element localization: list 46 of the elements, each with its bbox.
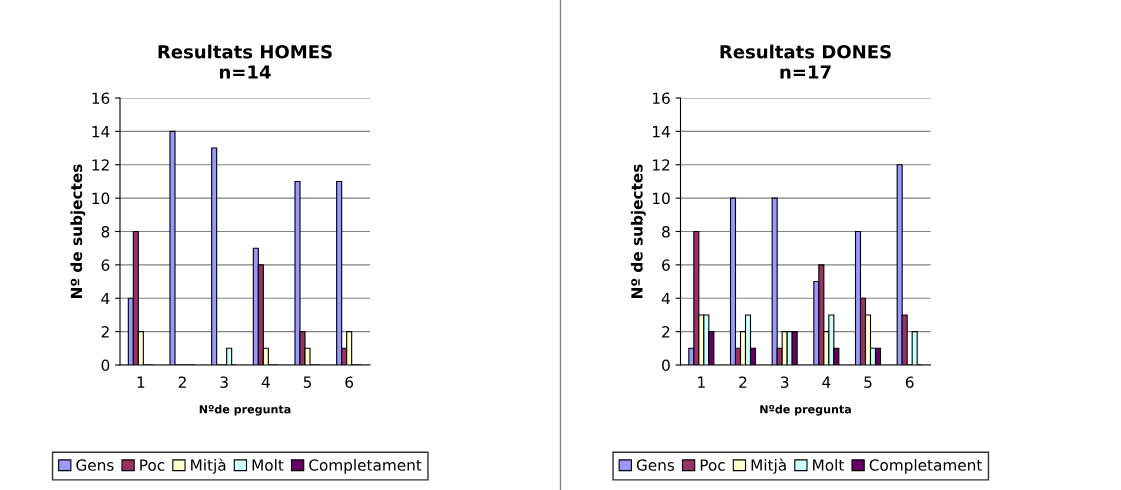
legend-label: Gens <box>636 459 675 471</box>
y-tick-label: 6 <box>662 259 670 271</box>
legend-label: Mitjà <box>751 458 786 474</box>
x-tick-label: 5 <box>864 376 872 388</box>
x-tick-label: 2 <box>178 376 186 388</box>
y-tick-label: 14 <box>653 126 670 138</box>
x-tick-label: 6 <box>905 376 914 388</box>
legend-label: Completament <box>869 459 982 474</box>
chart-title: Resultats DONES n=17 <box>720 44 891 79</box>
y-tick-label: 12 <box>92 159 109 171</box>
x-tick-label: 4 <box>822 376 831 388</box>
y-tick-label: 16 <box>92 92 110 105</box>
x-axis-title: Nºde pregunta <box>760 404 851 416</box>
y-tick-label: 8 <box>662 225 670 238</box>
x-axis-title: Nºde pregunta <box>199 404 291 416</box>
y-tick-label: 4 <box>101 292 110 305</box>
chart-title: Resultats HOMES n=14 <box>158 44 332 79</box>
legend-label: Molt <box>252 459 284 471</box>
y-tick-label: 10 <box>92 192 110 205</box>
legend-label: Gens <box>76 459 114 471</box>
legend-label: Mitjà <box>191 458 226 474</box>
y-tick-label: 10 <box>653 192 670 205</box>
y-tick-label: 0 <box>662 359 670 372</box>
y-tick-label: 16 <box>653 92 670 105</box>
y-tick-label: 6 <box>101 259 110 271</box>
x-tick-label: 1 <box>137 376 145 388</box>
y-axis-title: Nº de subjectes <box>630 164 646 298</box>
x-tick-label: 3 <box>220 376 228 388</box>
x-tick-label: 3 <box>780 376 789 388</box>
y-axis-title: Nº de subjectes <box>70 164 86 298</box>
x-tick-label: 5 <box>303 376 312 388</box>
x-tick-label: 2 <box>739 376 747 388</box>
y-tick-label: 4 <box>661 292 670 305</box>
legend-label: Poc <box>140 459 165 471</box>
legend-label: Completament <box>309 459 422 474</box>
y-tick-label: 2 <box>662 326 670 338</box>
y-tick-label: 0 <box>101 359 110 372</box>
legend-label: Poc <box>700 459 725 471</box>
y-tick-label: 12 <box>653 159 670 171</box>
y-tick-label: 8 <box>101 225 110 238</box>
x-tick-label: 1 <box>698 376 705 388</box>
y-tick-label: 2 <box>101 326 109 338</box>
legend-label: Molt <box>813 459 844 471</box>
x-tick-label: 6 <box>345 376 354 388</box>
y-tick-label: 14 <box>92 126 110 138</box>
x-tick-label: 4 <box>261 376 270 388</box>
